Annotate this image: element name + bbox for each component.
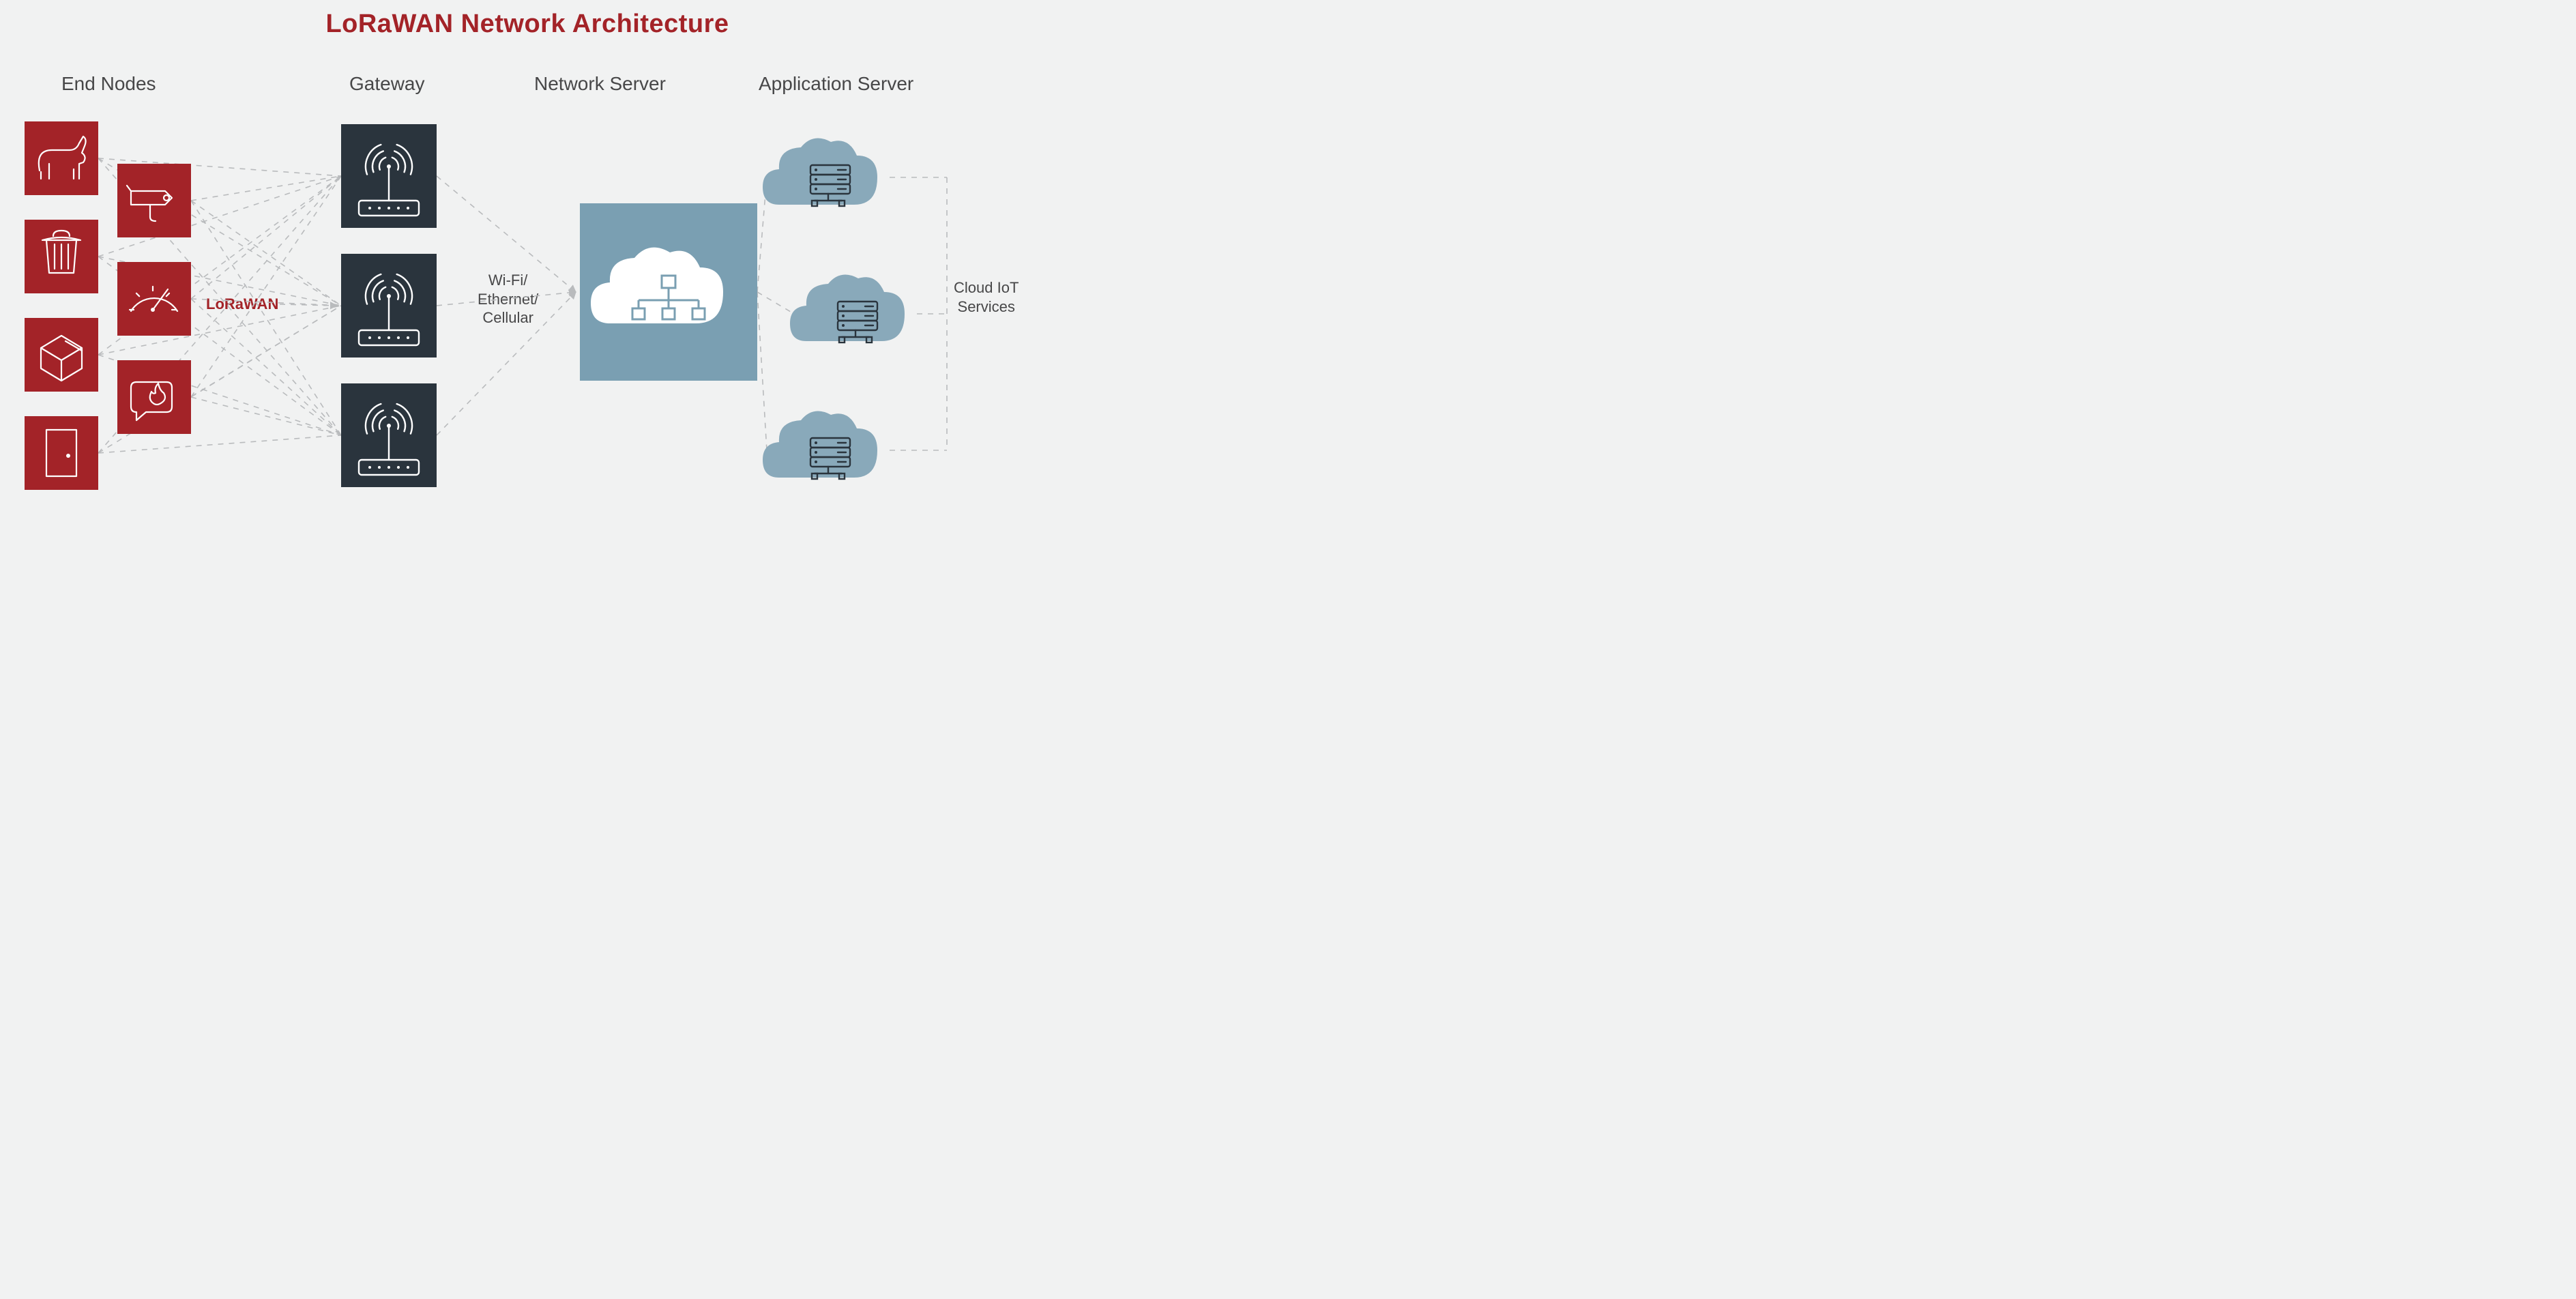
gateway-icon [341,383,437,487]
network-server [580,203,757,381]
dog-icon [25,121,98,195]
cloudiot-label: Cloud IoT Services [954,278,1019,316]
gateway-icon [341,254,437,357]
app-server-cloud [763,138,877,206]
diagram-title: LoRaWAN Network Architecture [0,10,1055,39]
meter-icon [117,262,191,336]
fire-icon [117,360,191,434]
door-icon [25,416,98,490]
camera-icon [117,164,191,237]
lorawan-label: LoRaWAN [206,295,278,314]
app-server-cloud [763,411,877,479]
col-head-endnodes: End Nodes [61,73,156,95]
trash-icon [25,220,98,293]
col-head-gateway: Gateway [349,73,425,95]
backhaul-label: Wi-Fi/ Ethernet/ Cellular [478,271,538,327]
gateway-icon [341,124,437,228]
app-server-cloud [790,275,905,342]
col-head-app: Application Server [759,73,913,95]
box-icon [25,318,98,392]
col-head-network: Network Server [534,73,666,95]
